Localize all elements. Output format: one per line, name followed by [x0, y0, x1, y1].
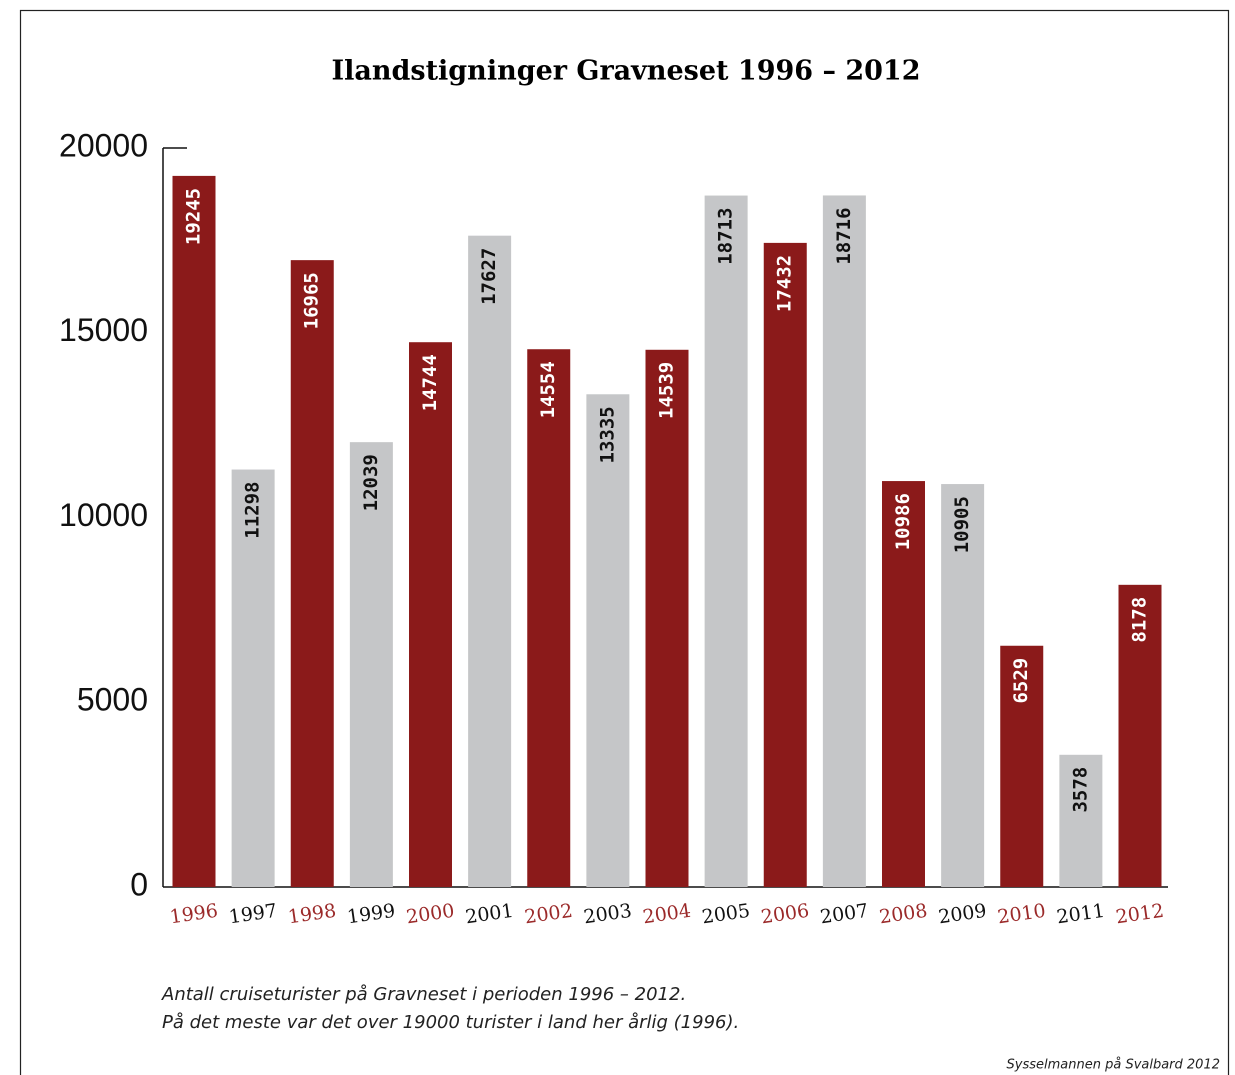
bar [172, 175, 216, 888]
value-label: 14539 [656, 362, 678, 419]
value-label: 11298 [242, 482, 264, 539]
frame [19, 9, 1230, 1075]
x-tick-label: 2010 [996, 900, 1047, 929]
source: Sysselmannen på Svalbard 2012 [1007, 1058, 1220, 1073]
x-tick-label: 2001 [464, 900, 515, 929]
bar [704, 195, 748, 887]
bar [290, 260, 334, 887]
bar [349, 442, 393, 887]
bar [527, 349, 571, 887]
value-label: 3578 [1069, 767, 1091, 813]
x-tick-label: 2002 [523, 900, 574, 929]
value-label: 10905 [951, 496, 973, 553]
bar [645, 349, 689, 887]
bar [1059, 754, 1103, 887]
value-label: 14554 [537, 361, 559, 418]
y-tick-label: 5000 [77, 682, 148, 718]
x-tick-label: 2009 [937, 900, 988, 929]
x-tick-label: 2012 [1114, 900, 1165, 929]
x-tick-label: 1999 [346, 900, 397, 929]
value-label: 14744 [419, 354, 441, 411]
value-label: 18713 [715, 208, 737, 265]
bar [1118, 584, 1162, 887]
x-tick-label: 2011 [1055, 900, 1106, 929]
x-tick-label: 2004 [641, 900, 692, 929]
chart-title: Ilandstigninger Gravneset 1996 – 2012 [331, 56, 920, 87]
note: Antall cruiseturister på Gravneset i per… [161, 984, 686, 1005]
y-tick-label: 0 [130, 866, 148, 902]
x-tick-label: 1996 [168, 900, 219, 929]
x-tick-label: 1998 [287, 900, 338, 929]
value-label: 17627 [478, 248, 500, 305]
x-tick-label: 2003 [582, 900, 633, 929]
value-label: 16965 [301, 272, 323, 329]
value-label: 12039 [360, 454, 382, 511]
value-label: 10986 [892, 493, 914, 550]
bar [941, 484, 985, 887]
bar [763, 242, 807, 888]
value-label: 18716 [833, 207, 855, 264]
value-label: 13335 [596, 406, 618, 463]
bar [882, 481, 925, 887]
bar [586, 394, 630, 887]
bar [822, 195, 866, 888]
bar [468, 235, 512, 887]
y-tick-label: 10000 [59, 497, 148, 533]
value-label: 17432 [774, 255, 796, 312]
value-label: 19245 [183, 188, 205, 245]
value-label: 8178 [1129, 597, 1151, 643]
note: På det meste var det over 19000 turister… [162, 1012, 739, 1033]
x-tick-label: 2006 [760, 900, 811, 929]
bar [409, 342, 452, 887]
x-tick-label: 2008 [878, 900, 929, 929]
value-label: 6529 [1010, 658, 1032, 704]
x-tick-label: 2005 [701, 900, 752, 929]
bar [1000, 645, 1044, 887]
x-tick-label: 1997 [228, 900, 279, 929]
x-tick-label: 2000 [405, 900, 456, 929]
y-tick-label: 15000 [59, 312, 148, 348]
x-tick-label: 2007 [819, 900, 870, 929]
bar [231, 469, 275, 887]
y-tick-label: 20000 [59, 127, 148, 163]
